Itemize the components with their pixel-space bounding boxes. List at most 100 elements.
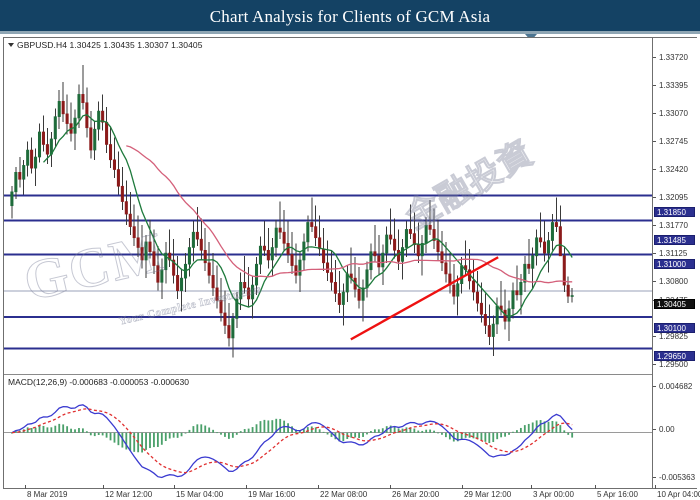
price-level-tag: 1.31000: [654, 259, 695, 269]
macd-histogram-bar: [267, 420, 270, 433]
macd-histogram-bar: [208, 427, 211, 433]
candle-body: [61, 101, 65, 115]
macd-histogram-bar: [405, 427, 408, 433]
macd-histogram-bar: [437, 432, 439, 434]
symbol-ohlc-text: GBPUSD.H4 1.30425 1.30435 1.30307 1.3040…: [17, 40, 203, 50]
candle-body: [26, 149, 30, 166]
macd-histogram-bar: [58, 423, 61, 433]
price-level-tag: 1.30100: [654, 323, 695, 333]
candle-body: [511, 290, 515, 310]
macd-histogram-bar: [42, 425, 45, 433]
price-axis-tick: 1.31125: [653, 249, 687, 259]
candle-body: [101, 110, 105, 123]
candle-body: [452, 284, 456, 297]
candle-body: [195, 231, 199, 240]
macd-histogram-bar: [287, 423, 289, 433]
macd-histogram-bar: [519, 427, 522, 433]
candle-body: [215, 287, 219, 301]
price-axis-tick: 1.29825: [653, 332, 688, 342]
collapse-triangle-icon[interactable]: [8, 42, 14, 47]
macd-histogram-bar: [200, 424, 203, 433]
macd-histogram-bar: [488, 432, 491, 444]
time-axis-mark: [390, 485, 391, 489]
candle-body: [310, 222, 314, 227]
price-axis-tick: 1.29500: [653, 360, 688, 370]
macd-histogram-bar: [153, 432, 155, 448]
time-axis-tick: 3 Apr 00:00: [533, 490, 574, 499]
macd-histogram-bar: [330, 432, 333, 437]
macd-histogram-bar: [425, 429, 428, 433]
candle-body: [554, 222, 558, 227]
candle-body: [539, 237, 543, 243]
macd-histogram-bar: [66, 426, 69, 433]
candle-body: [140, 247, 144, 261]
macd-pane[interactable]: [4, 376, 652, 488]
candle-body: [120, 185, 124, 202]
macd-histogram-bar: [30, 428, 33, 433]
macd-histogram-bar: [381, 428, 384, 433]
time-axis-mark: [246, 485, 247, 489]
macd-histogram-bar: [370, 431, 372, 433]
macd-histogram-bar: [145, 432, 147, 450]
macd-histogram-bar: [109, 432, 112, 441]
candle-body: [254, 263, 259, 286]
candle-body: [393, 238, 397, 251]
price-axis-tick: 1.32420: [653, 165, 688, 175]
candle-body: [251, 284, 255, 300]
price-pane[interactable]: [4, 38, 652, 374]
macd-histogram-bar: [14, 431, 17, 433]
macd-histogram-bar: [527, 423, 530, 433]
candle-body: [34, 156, 38, 169]
title-underline: [0, 31, 700, 34]
macd-histogram-bar: [168, 432, 171, 439]
macd-histogram-bar: [259, 421, 262, 433]
time-axis-mark: [174, 485, 175, 489]
candle-body: [531, 255, 535, 269]
candle-body: [290, 254, 294, 266]
candle-body: [527, 263, 531, 269]
candle-body: [318, 237, 322, 250]
macd-histogram-bar: [117, 432, 120, 446]
candle-body: [432, 229, 436, 241]
chart-frame[interactable]: GBPUSD.H4 1.30425 1.30435 1.30307 1.3040…: [3, 37, 697, 489]
macd-histogram-bar: [212, 429, 215, 433]
macd-histogram-bar: [476, 432, 479, 440]
candle-body: [37, 131, 42, 158]
macd-histogram-bar: [555, 421, 558, 433]
macd-histogram-bar: [535, 420, 538, 433]
macd-histogram-bar: [314, 427, 317, 433]
candle-body: [408, 229, 412, 234]
candle-body: [247, 287, 251, 300]
macd-histogram-bar: [413, 428, 416, 433]
macd-histogram-bar: [243, 429, 246, 433]
time-axis-tick: 22 Mar 08:00: [320, 490, 368, 499]
macd-histogram-bar: [129, 432, 132, 451]
macd-histogram-bar: [251, 427, 254, 433]
macd-histogram-bar: [531, 422, 534, 433]
macd-histogram-bar: [326, 432, 329, 435]
price-axis[interactable]: 1.33720 1.33395 1.33070 1.32745 1.32420 1.320…: [652, 38, 697, 488]
macd-histogram-bar: [180, 432, 183, 437]
price-axis-tick: 1.33070: [653, 109, 688, 119]
macd-histogram-bar: [156, 432, 159, 447]
macd-histogram-bar: [456, 432, 459, 442]
candle-body: [357, 288, 361, 301]
candle-body: [89, 127, 93, 151]
candle-body: [41, 131, 45, 145]
macd-histogram-bar: [539, 420, 542, 433]
macd-histogram-bar: [429, 429, 432, 433]
candle-body: [475, 291, 479, 304]
candle-body: [373, 251, 377, 257]
candle-body: [397, 249, 401, 262]
time-axis[interactable]: 8 Mar 2019 12 Mar 12:00 15 Mar 04:00 19 Mar…: [3, 485, 700, 500]
time-axis-tick: 8 Mar 2019: [27, 490, 68, 499]
macd-histogram-bar: [362, 432, 364, 437]
candle-body: [18, 172, 22, 180]
price-axis-tick: 1.33395: [653, 81, 688, 91]
macd-histogram-bar: [70, 428, 72, 433]
macd-histogram-bar: [184, 432, 187, 434]
candle-body: [456, 283, 460, 297]
candle-body: [550, 222, 554, 241]
macd-histogram-bar: [172, 432, 175, 438]
candle-body: [495, 305, 499, 325]
